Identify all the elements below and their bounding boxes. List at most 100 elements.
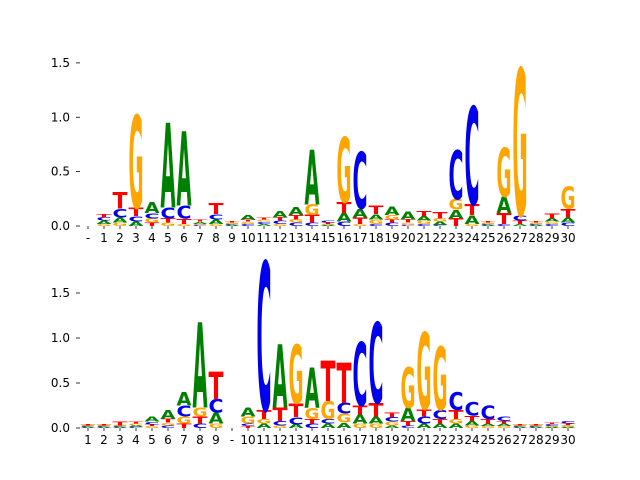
logo-letter: C [129, 215, 144, 224]
x-tick-label: 16 [336, 231, 351, 245]
logo-letter: T [465, 202, 480, 219]
logo-letter: A [305, 135, 320, 222]
logo-letter: T [369, 399, 385, 421]
logo-letter: G [257, 418, 272, 425]
logo-letter: T [545, 422, 560, 425]
logo-letter: A [129, 425, 144, 428]
logo-letter: T [417, 407, 432, 419]
logo-letter: C [401, 425, 416, 429]
logo-letter: A [113, 427, 128, 428]
logo-letter: C [145, 421, 160, 425]
logo-letter: A [561, 216, 576, 225]
logo-letter: G [529, 223, 544, 225]
logo-letter: G [145, 426, 160, 429]
logo-letter: T [321, 223, 337, 225]
logo-letter: G [385, 214, 400, 221]
logo-letter: C [241, 223, 256, 226]
logo-letter: A [401, 404, 416, 426]
logo-letter: G [177, 414, 192, 426]
logo-letter: A [353, 412, 368, 426]
logo-letter: C [385, 416, 400, 423]
logo-letter: T [145, 222, 160, 227]
logo-letter: T [305, 418, 320, 425]
x-tick-label: 18 [368, 433, 383, 447]
logo-letter: T [385, 412, 400, 419]
logo-letter: T [353, 403, 369, 417]
logo-letter: C [561, 222, 576, 227]
logo-letter: A [161, 100, 176, 235]
logo-letter: A [241, 214, 257, 221]
logo-letter: T [353, 216, 369, 226]
logo-letter: T [449, 408, 465, 422]
logo-letter: G [193, 224, 208, 226]
x-tick-label: 9 [212, 433, 220, 447]
x-tick-label: 10 [240, 433, 255, 447]
x-tick-label: 20 [400, 433, 415, 447]
x-tick-label: 7 [196, 231, 204, 245]
logo-letter: C [497, 223, 512, 226]
x-tick-label: 13 [288, 433, 303, 447]
logo-letter: G [193, 405, 208, 419]
logo-letter: A [321, 423, 337, 430]
logo-letter: T [385, 219, 400, 224]
logo-letter: A [385, 204, 400, 218]
logo-letter: A [193, 299, 208, 436]
logo-letter: A [513, 223, 528, 226]
logo-letter: G [433, 218, 448, 223]
logo-letter: G [273, 425, 288, 429]
logo-letter: T [529, 424, 545, 425]
logo-letter: C [337, 221, 352, 228]
logo-letter: T [241, 426, 256, 429]
logo-letter: G [545, 426, 560, 427]
logo-letter: G [321, 397, 336, 426]
logo-letter: G [401, 222, 416, 225]
logo-letter: G [465, 223, 480, 226]
logo-letter: A [257, 423, 273, 430]
y-tick-label: 0.0 [51, 219, 70, 233]
logo-letter: C [273, 420, 288, 427]
x-tick-label: 24 [464, 231, 479, 245]
x-tick-label: 17 [352, 433, 367, 447]
logo-letter: C [561, 420, 576, 424]
logo-letter: G [433, 330, 448, 431]
logo-letter: A [241, 405, 256, 419]
logo-letter: A [433, 423, 449, 430]
logo-letter: G [177, 223, 192, 226]
logo-letter: G [305, 406, 320, 423]
logo-letter: T [497, 211, 512, 228]
x-tick-label: 26 [496, 231, 511, 245]
logo-letter: C [241, 423, 256, 427]
logo-letter: G [145, 217, 160, 224]
x-tick-label: 28 [528, 231, 543, 245]
logo-letter: A [81, 427, 96, 428]
logo-letter: A [161, 408, 176, 422]
x-tick-label: 5 [148, 433, 156, 447]
logo-letter: T [321, 349, 336, 414]
x-tick-label: 21 [416, 433, 431, 447]
logo-letter: T [545, 211, 561, 220]
logo-letter: T [529, 221, 545, 223]
logo-letter: G [449, 418, 464, 425]
logo-letter: G [273, 223, 288, 226]
x-tick-label: - [86, 231, 90, 245]
logo-letter: T [481, 221, 497, 223]
logo-letter: G [113, 222, 128, 227]
logo-letter: A [273, 209, 288, 219]
logo-letter: T [465, 414, 481, 423]
x-tick-label: 10 [240, 231, 255, 245]
x-tick-label: 23 [448, 231, 463, 245]
x-tick-label: 24 [464, 433, 479, 447]
x-tick-label: 9 [228, 231, 236, 245]
logo-letter: G [113, 425, 128, 426]
logo-letter: T [481, 418, 496, 425]
y-tick-label: 1.5 [51, 286, 70, 300]
y-tick-label: 0.5 [51, 376, 70, 390]
x-tick-label: 25 [480, 231, 495, 245]
x-tick-label: 30 [560, 231, 575, 245]
logo-letter: G [129, 423, 144, 426]
x-tick-label: 18 [368, 231, 383, 245]
x-tick-label: 29 [544, 231, 559, 245]
x-tick-label: 4 [148, 231, 156, 245]
logo-letter: A [209, 219, 225, 226]
x-tick-label: 14 [304, 433, 319, 447]
